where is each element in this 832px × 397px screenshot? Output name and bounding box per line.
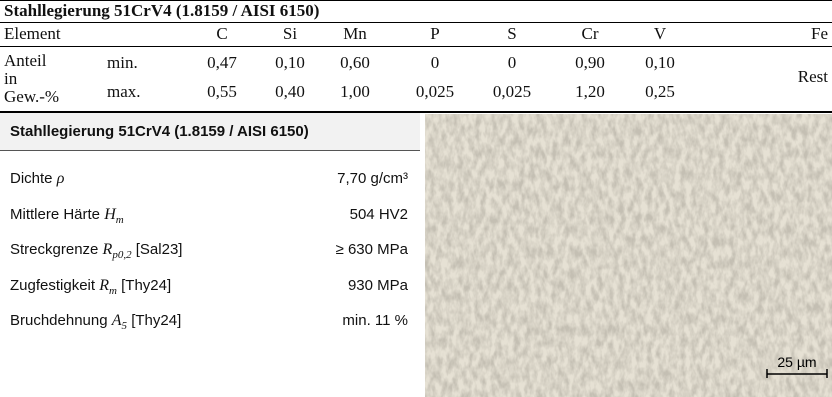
cell: 0,47	[207, 53, 237, 73]
header-label: Element	[4, 24, 61, 44]
property-name: Streckgrenze	[10, 241, 98, 258]
property-value: min. 11 %	[342, 312, 408, 329]
property-name: Zugfestigkeit	[10, 277, 95, 294]
property-label: Dichte ρ	[10, 170, 64, 188]
header-cell: Fe	[811, 24, 828, 44]
table-title: Stahllegierung 51CrV4 (1.8159 / AISI 615…	[4, 1, 319, 21]
cell: 0	[431, 53, 440, 73]
symbol-letter: R	[99, 277, 109, 294]
property-name: Mittlere Härte	[10, 206, 100, 223]
symbol-subscript: 5	[122, 320, 128, 332]
cell: 1,20	[575, 82, 605, 102]
cell: 0,25	[645, 82, 675, 102]
property-value: 504 HV2	[350, 206, 408, 223]
header-cell: S	[507, 24, 516, 44]
cell: 0,10	[645, 53, 675, 73]
reference: [Thy24]	[121, 277, 171, 294]
symbol-letter: ρ	[57, 170, 65, 187]
fe-value: Rest	[798, 67, 828, 87]
property-label: Bruchdehnung A5 [Thy24]	[10, 312, 181, 332]
symbol-letter: R	[103, 241, 113, 258]
reference: [Thy24]	[131, 312, 181, 329]
header-cell: Mn	[343, 24, 367, 44]
cell: 1,00	[340, 82, 370, 102]
document: Stahllegierung 51CrV4 (1.8159 / AISI 615…	[0, 0, 832, 397]
bound-label: max.	[107, 82, 141, 102]
reference: [Sal23]	[136, 241, 183, 258]
cell: 0,40	[275, 82, 305, 102]
micrograph-texture	[425, 114, 832, 397]
cell: 0,025	[416, 82, 454, 102]
rule	[0, 46, 832, 47]
symbol: Hm	[104, 206, 124, 223]
property-label: Mittlere Härte Hm	[10, 206, 124, 226]
cell: 0,10	[275, 53, 305, 73]
properties-title: Stahllegierung 51CrV4 (1.8159 / AISI 615…	[10, 123, 309, 140]
property-name: Bruchdehnung	[10, 312, 108, 329]
rule	[0, 22, 832, 23]
symbol-letter: H	[104, 206, 116, 223]
symbol: Rp0,2	[103, 241, 132, 258]
property-name: Dichte	[10, 170, 53, 187]
symbol-subscript: m	[116, 214, 124, 226]
property-value: ≥ 630 MPa	[336, 241, 408, 258]
symbol: ρ	[57, 170, 65, 187]
cell: 0,025	[493, 82, 531, 102]
scale-label: 25 µm	[777, 354, 816, 370]
header-cell: Cr	[582, 24, 599, 44]
property-label: Streckgrenze Rp0,2 [Sal23]	[10, 241, 182, 261]
bound-label: min.	[107, 53, 138, 73]
property-label: Zugfestigkeit Rm [Thy24]	[10, 277, 171, 297]
symbol-subscript: p0,2	[112, 249, 131, 261]
symbol-letter: A	[112, 312, 122, 329]
row-label: Anteil in Gew.-%	[4, 52, 62, 106]
header-cell: Si	[283, 24, 297, 44]
header-cell: V	[654, 24, 666, 44]
symbol-subscript: m	[109, 285, 117, 297]
symbol: A5	[112, 312, 127, 329]
page: Stahllegierung {"composition_table": { "…	[0, 0, 832, 397]
cell: 0,55	[207, 82, 237, 102]
property-value: 930 MPa	[348, 277, 408, 294]
header-cell: P	[430, 24, 439, 44]
cell: 0	[508, 53, 517, 73]
micrograph: 25 µm	[425, 114, 832, 397]
cell: 0,90	[575, 53, 605, 73]
cell: 0,60	[340, 53, 370, 73]
header-cell: C	[216, 24, 227, 44]
symbol: Rm	[99, 277, 117, 294]
property-value: 7,70 g/cm³	[337, 170, 408, 187]
